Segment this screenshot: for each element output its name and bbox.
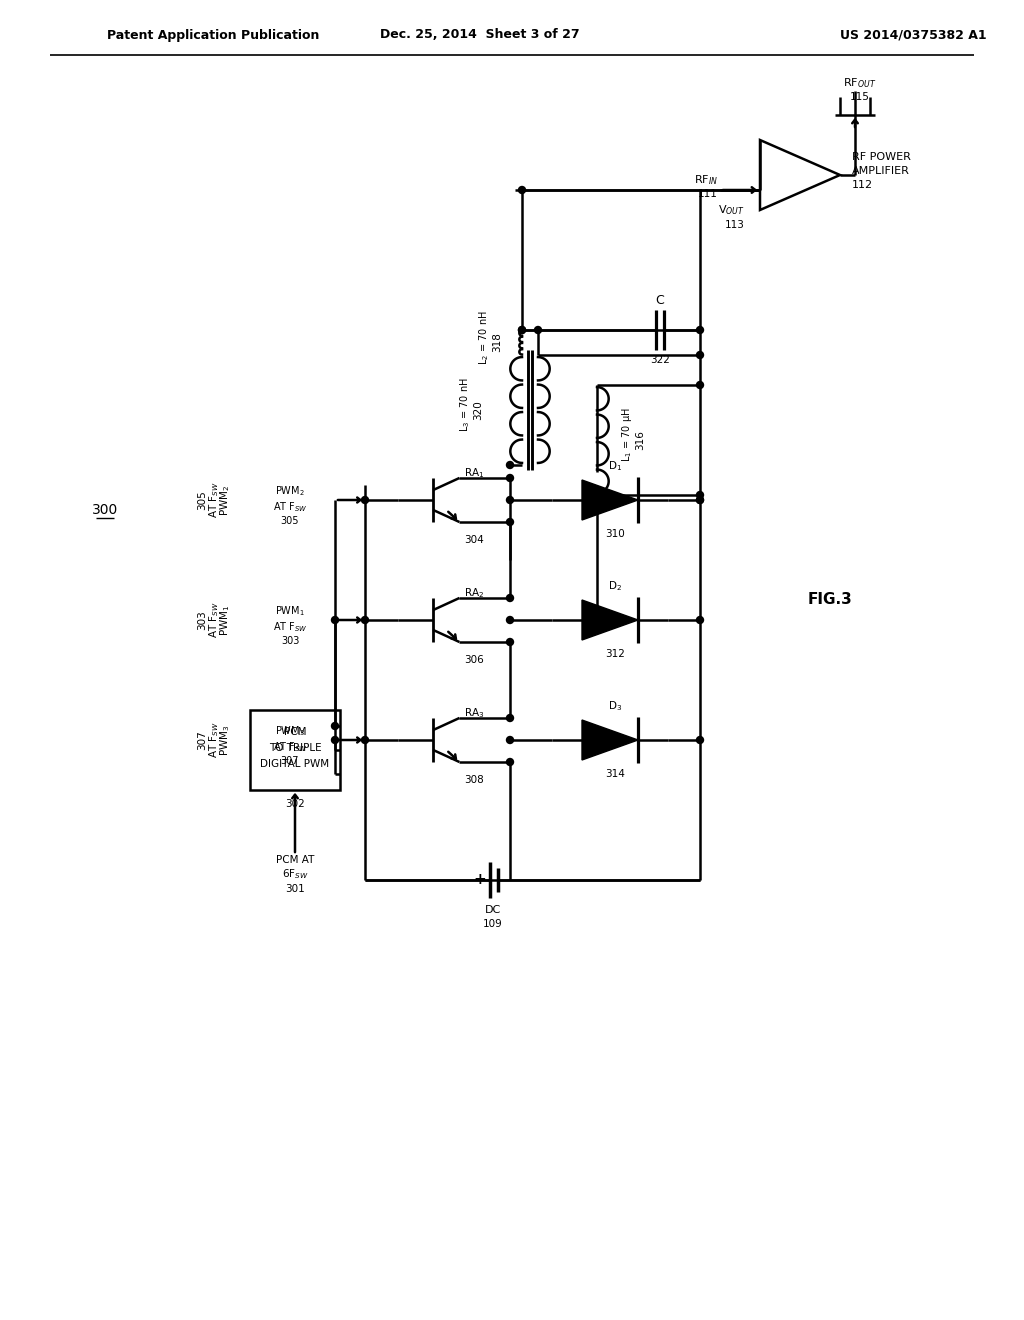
Circle shape [696,326,703,334]
Text: 112: 112 [852,180,873,190]
Text: 308: 308 [465,775,484,785]
Text: RA$_3$: RA$_3$ [465,706,485,719]
Circle shape [507,462,513,469]
Circle shape [507,714,513,722]
Text: Dec. 25, 2014  Sheet 3 of 27: Dec. 25, 2014 Sheet 3 of 27 [380,29,580,41]
Circle shape [518,186,525,194]
Text: PWM$_1$
AT F$_{SW}$
303: PWM$_1$ AT F$_{SW}$ 303 [272,605,307,645]
Text: TO TRIPLE: TO TRIPLE [268,743,322,754]
Text: AT F$_{SW}$: AT F$_{SW}$ [207,602,221,639]
Text: 322: 322 [650,355,670,366]
Circle shape [696,496,703,503]
Circle shape [696,737,703,743]
Circle shape [518,326,525,334]
Text: RF POWER: RF POWER [852,152,911,162]
Text: D$_3$: D$_3$ [608,700,622,713]
Text: US 2014/0375382 A1: US 2014/0375382 A1 [840,29,987,41]
Circle shape [507,737,513,743]
Text: 314: 314 [605,770,625,779]
Text: 305: 305 [197,490,207,510]
Text: RA$_2$: RA$_2$ [465,586,484,599]
Polygon shape [582,480,638,520]
Text: 318: 318 [492,333,502,352]
Circle shape [696,381,703,388]
Circle shape [332,722,339,730]
Circle shape [507,519,513,525]
Text: 300: 300 [92,503,118,517]
Circle shape [361,737,369,743]
Text: 312: 312 [605,649,625,659]
Text: PWM$_2$
AT F$_{SW}$
305: PWM$_2$ AT F$_{SW}$ 305 [272,484,307,525]
Circle shape [361,496,369,503]
Circle shape [696,616,703,623]
Text: RF$_{IN}$: RF$_{IN}$ [694,173,718,187]
Circle shape [507,496,513,503]
Text: AT F$_{SW}$: AT F$_{SW}$ [207,482,221,519]
Circle shape [507,639,513,645]
Text: AT F$_{SW}$: AT F$_{SW}$ [207,722,221,759]
Circle shape [507,474,513,482]
Text: PWM$_3$: PWM$_3$ [218,725,231,756]
Text: 303: 303 [197,610,207,630]
Text: 316: 316 [635,430,645,450]
Text: 113: 113 [725,220,745,230]
Circle shape [696,491,703,499]
Text: DC: DC [485,906,501,915]
Circle shape [332,737,339,743]
Text: D$_1$: D$_1$ [608,459,622,473]
Text: RA$_1$: RA$_1$ [465,466,484,480]
Text: DIGITAL PWM: DIGITAL PWM [260,759,330,770]
Text: 109: 109 [483,919,503,929]
Bar [250,710,340,789]
Text: AMPLIFIER: AMPLIFIER [852,166,910,176]
Text: 302: 302 [285,799,305,809]
Text: PWM$_2$: PWM$_2$ [218,484,231,516]
Text: L$_2$ = 70 nH: L$_2$ = 70 nH [477,310,490,364]
Text: 304: 304 [465,535,484,545]
Circle shape [361,616,369,623]
Polygon shape [582,601,638,640]
Text: L$_3$ = 70 nH: L$_3$ = 70 nH [458,378,472,433]
Text: FIG.3: FIG.3 [808,593,852,607]
Polygon shape [582,719,638,760]
Circle shape [518,326,525,334]
Text: RF$_{OUT}$: RF$_{OUT}$ [844,77,877,90]
Circle shape [507,594,513,602]
Text: +: + [474,873,486,887]
Text: PWM$_1$: PWM$_1$ [218,605,231,636]
Text: PCM AT: PCM AT [275,855,314,865]
Text: 306: 306 [465,655,484,665]
Text: C: C [655,293,665,306]
Circle shape [696,351,703,359]
Text: V$_{OUT}$: V$_{OUT}$ [718,203,745,216]
Circle shape [535,326,542,334]
Circle shape [332,616,339,623]
Text: PCM: PCM [284,727,306,738]
Text: 301: 301 [285,884,305,894]
Text: PWM$_3$
AT F$_{SW}$
307: PWM$_3$ AT F$_{SW}$ 307 [272,725,307,766]
Text: 307: 307 [197,730,207,750]
Text: L$_1$ = 70 μH: L$_1$ = 70 μH [620,408,634,462]
Text: 310: 310 [605,529,625,539]
Text: 115: 115 [850,92,870,102]
Text: D$_2$: D$_2$ [608,579,622,593]
Text: 320: 320 [473,400,483,420]
Circle shape [696,496,703,503]
Circle shape [507,759,513,766]
Text: 111: 111 [698,189,718,199]
Text: Patent Application Publication: Patent Application Publication [106,29,319,41]
Text: 6F$_{SW}$: 6F$_{SW}$ [282,867,308,880]
Circle shape [507,616,513,623]
